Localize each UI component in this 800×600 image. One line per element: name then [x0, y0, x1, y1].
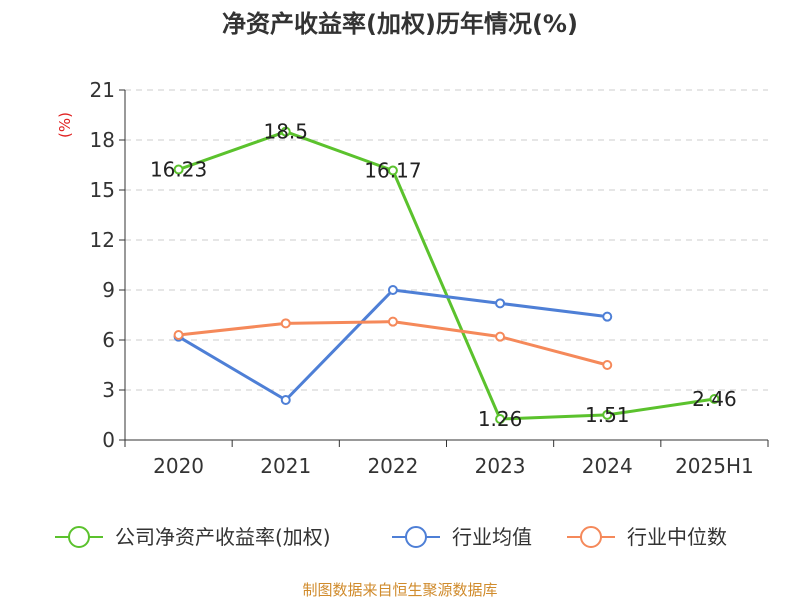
y-tick-label: 0	[102, 428, 115, 452]
x-tick-label: 2022	[367, 454, 418, 478]
legend-label: 公司净资产收益率(加权)	[115, 525, 331, 549]
y-tick-label: 3	[102, 378, 115, 402]
series-point-1	[602, 311, 613, 322]
source-note: 制图数据来自恒生聚源数据库	[302, 581, 498, 599]
chart-title: 净资产收益率(加权)历年情况(%)	[222, 10, 578, 38]
legend-item-0[interactable]: 公司净资产收益率(加权)	[55, 525, 331, 549]
y-tick-label: 15	[90, 178, 115, 202]
series-point-2	[173, 330, 184, 340]
series-point-0	[280, 126, 291, 137]
x-tick-label: 2020	[153, 454, 204, 478]
legend-item-1[interactable]: 行业均值	[392, 525, 532, 549]
x-tick-label: 2025H1	[675, 454, 754, 478]
x-tick-label: 2021	[260, 454, 311, 478]
y-tick-label: 18	[90, 128, 115, 152]
data-label: 1.51	[585, 403, 630, 427]
y-tick-label: 6	[102, 328, 115, 352]
grid-lines	[125, 89, 768, 391]
series-point-1	[387, 285, 398, 295]
y-axis-label: (%)	[56, 112, 74, 138]
series-point-2	[602, 360, 613, 370]
series-point-0	[602, 409, 613, 420]
series-point-0	[387, 165, 398, 176]
series-point-1	[495, 298, 506, 309]
series-point-0	[173, 164, 184, 175]
series-line-2	[178, 320, 608, 367]
series-point-2	[280, 318, 291, 329]
legend[interactable]: 公司净资产收益率(加权) 行业均值 行业中位数	[55, 525, 727, 549]
series-point-2	[495, 331, 506, 342]
legend-marker	[580, 526, 602, 548]
legend-marker	[405, 526, 427, 548]
series-line-1	[177, 288, 608, 402]
y-tick-label: 21	[90, 78, 115, 102]
data-labels: 16.23 18.5 16.17 1.26 1.51 2.46	[150, 120, 737, 431]
data-label: 2.46	[692, 387, 737, 411]
data-label: 16.17	[364, 159, 421, 183]
series-line-0	[178, 130, 715, 421]
legend-item-2[interactable]: 行业中位数	[567, 525, 727, 549]
series-point-1	[280, 395, 291, 405]
series-point-0	[709, 394, 720, 404]
legend-label: 行业中位数	[627, 525, 727, 549]
y-tick-label: 12	[90, 228, 115, 252]
series-point-0	[495, 414, 506, 424]
legend-marker	[68, 526, 90, 548]
data-label: 18.5	[263, 120, 308, 144]
series-lines	[173, 126, 720, 424]
legend-label: 行业均值	[452, 525, 532, 549]
x-tick-label: 2024	[582, 454, 633, 478]
data-label: 1.26	[478, 407, 523, 431]
x-tick-label: 2023	[475, 454, 526, 478]
y-tick-label: 9	[102, 278, 115, 302]
data-label: 16.23	[150, 158, 207, 182]
series-point-2	[387, 316, 398, 327]
axes: 0 3 6 9 12 15 18 21 2020 2021 2022 2023 2024 2025H1	[90, 78, 769, 478]
